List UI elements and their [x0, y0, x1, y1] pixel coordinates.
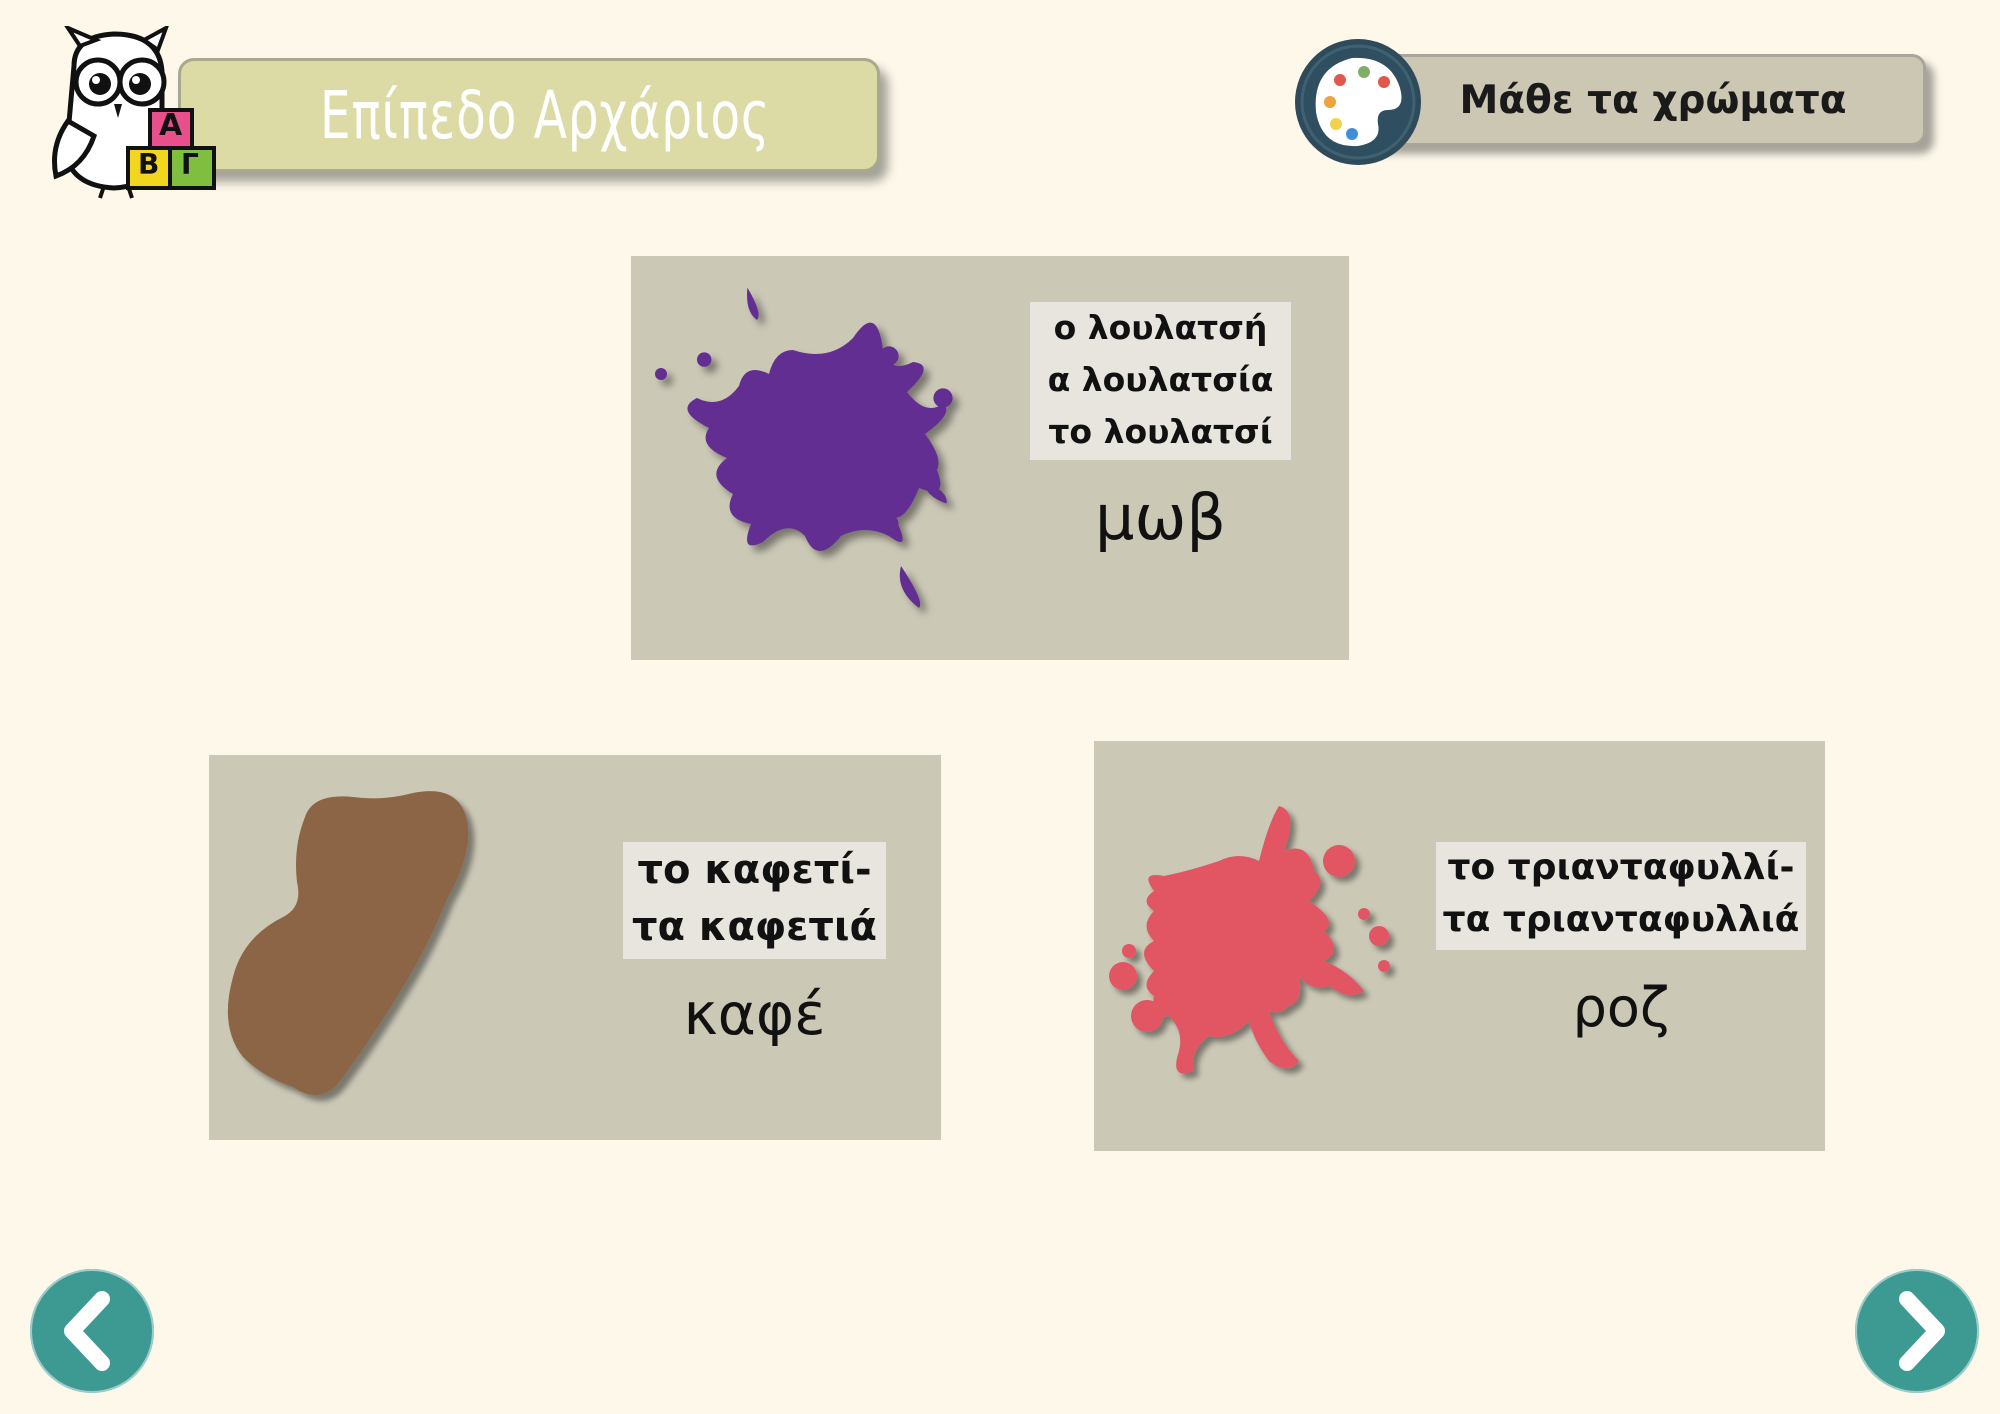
level-banner: Επίπεδο Αρχάριος	[178, 58, 880, 172]
learn-colors-label: Μάθε τα χρώματα	[1459, 77, 1847, 123]
owl-logo-icon	[52, 26, 216, 199]
color-card-pink[interactable]: το τριανταφυλλί- τα τριανταφυλλιά ροζ	[1094, 741, 1825, 1151]
learn-colors-button[interactable]: Μάθε τα χρώματα	[1360, 54, 1926, 146]
color-card-brown[interactable]: το καφετί- τα καφετιά καφέ	[209, 755, 941, 1140]
palette-icon	[1295, 39, 1421, 165]
brown-blob-icon	[227, 791, 469, 1095]
word-form: α λουλατσία	[1047, 360, 1274, 399]
word-forms-tag: το καφετί- τα καφετιά	[623, 842, 886, 959]
color-word: καφέ	[683, 980, 826, 1048]
pink-splash-icon	[1109, 806, 1390, 1074]
level-title: Επίπεδο Αρχάριος	[320, 76, 771, 154]
word-form: το τριανταφυλλί-	[1447, 847, 1795, 888]
block-letter-b: Β	[138, 148, 160, 181]
word-forms-tag: το τριανταφυλλί- τα τριανταφυλλιά	[1436, 842, 1806, 950]
color-word: μωβ	[1095, 481, 1226, 554]
color-card-purple[interactable]: ο λουλατσή α λουλατσία το λουλατσί μωβ	[631, 256, 1349, 660]
word-form: ο λουλατσή	[1053, 308, 1268, 347]
word-form: το καφετί-	[637, 847, 872, 893]
next-button[interactable]	[1855, 1269, 1979, 1393]
purple-splash-icon	[655, 287, 953, 608]
block-letter-g: Γ	[181, 148, 199, 181]
chevron-right-icon	[1899, 1291, 1945, 1371]
color-word: ροζ	[1572, 976, 1670, 1039]
word-form: το λουλατσί	[1048, 412, 1273, 451]
chevron-left-icon	[64, 1291, 110, 1371]
word-form: τα καφετιά	[632, 904, 877, 950]
block-letter-a: Α	[159, 108, 183, 143]
word-form: τα τριανταφυλλιά	[1442, 899, 1800, 940]
previous-button[interactable]	[30, 1269, 154, 1393]
word-forms-tag: ο λουλατσή α λουλατσία το λουλατσί	[1030, 302, 1291, 460]
